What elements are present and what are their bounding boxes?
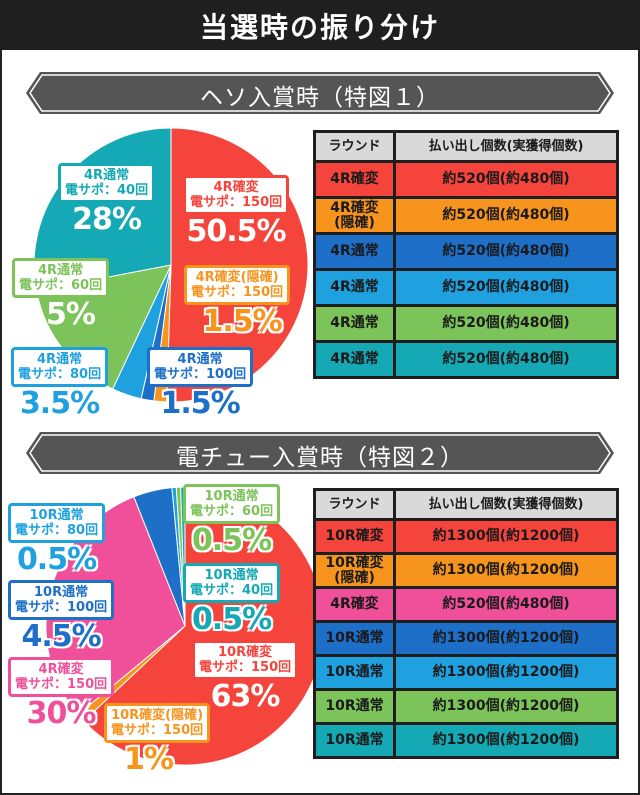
column-header-round: ラウンド bbox=[312, 488, 397, 521]
table-row: 4R確変 (隠確) 約520個(約480個) bbox=[312, 196, 619, 235]
payout-table-denchu: ラウンド 払い出し個数(実獲得個数) 10R確変 約1300個(約1200個) 10… bbox=[312, 488, 619, 759]
callout-percent: 1.5% bbox=[202, 304, 282, 339]
payout-cell: 約520個(約480個) bbox=[393, 304, 619, 343]
callout-label: 4R確変(隠確) 電サポ：150回 bbox=[184, 265, 291, 305]
table-row: 4R通常 約520個(約480個) bbox=[312, 232, 619, 271]
callout-10r-kakuhen: 10R確変 電サポ：150回 63% bbox=[192, 640, 299, 714]
callout-percent: 28% bbox=[72, 202, 142, 237]
round-cell: 4R通常 bbox=[312, 268, 397, 307]
section1-banner-text: ヘソ入賞時（特図１） bbox=[200, 85, 440, 111]
column-header-payout: 払い出し個数(実獲得個数) bbox=[393, 488, 619, 521]
table-row: 4R通常 約520個(約480個) bbox=[312, 268, 619, 307]
round-cell: 4R確変 (隠確) bbox=[312, 196, 397, 235]
payout-cell: 約1300個(約1200個) bbox=[393, 518, 619, 555]
banner-ribbon-shape bbox=[26, 72, 614, 114]
page-title: 当選時の振り分け bbox=[199, 11, 440, 44]
table-row: 10R通常 約1300個(約1200個) bbox=[312, 620, 619, 657]
callout-percent: 0.5% bbox=[191, 523, 272, 558]
column-header-round: ラウンド bbox=[312, 130, 397, 163]
round-cell: 4R確変 bbox=[312, 586, 397, 623]
callout-10r-tsujo-80: 10R通常 電サポ：80回 0.5% bbox=[8, 503, 106, 577]
callout-label: 4R確変 電サポ：150回 bbox=[8, 657, 115, 697]
payout-cell: 約520個(約480個) bbox=[393, 232, 619, 271]
callout-label: 10R通常 電サポ：40回 bbox=[183, 563, 281, 603]
column-header-payout: 払い出し個数(実獲得個数) bbox=[393, 130, 619, 163]
section2-banner-text: 電チュー入賞時（特図２） bbox=[176, 445, 464, 471]
callout-4r-kakuhen: 4R確変 電サポ：150回 50.5% bbox=[183, 175, 290, 249]
callout-label: 10R通常 電サポ：60回 bbox=[183, 484, 281, 524]
callout-label: 10R通常 電サポ：80回 bbox=[8, 503, 106, 543]
callout-percent: 63% bbox=[210, 679, 281, 714]
round-cell: 4R通常 bbox=[312, 304, 397, 343]
payout-cell: 約1300個(約1200個) bbox=[393, 552, 619, 589]
payout-cell: 約520個(約480個) bbox=[393, 340, 619, 379]
callout-percent: 4.5% bbox=[21, 619, 101, 654]
callout-percent: 3.5% bbox=[19, 386, 100, 421]
payout-cell: 約520個(約480個) bbox=[393, 160, 619, 199]
callout-label: 10R確変(隠確) 電サポ：150回 bbox=[104, 703, 211, 743]
round-cell: 10R通常 bbox=[312, 654, 397, 691]
callout-percent: 0.5% bbox=[191, 602, 272, 637]
table-row: 10R確変 約1300個(約1200個) bbox=[312, 518, 619, 555]
payout-cell: 約520個(約480個) bbox=[393, 268, 619, 307]
round-cell: 10R通常 bbox=[312, 688, 397, 725]
section2-banner: 電チュー入賞時（特図２） bbox=[26, 432, 614, 474]
callout-4r-tsujo-40: 4R通常 電サポ：40回 28% bbox=[58, 163, 156, 237]
round-cell: 10R確変 (隠確) bbox=[312, 552, 397, 589]
callout-label: 4R通常 電サポ：80回 bbox=[11, 347, 109, 387]
round-cell: 10R通常 bbox=[312, 722, 397, 759]
round-cell: 10R確変 bbox=[312, 518, 397, 555]
callout-4r-kakuhen-denchu: 4R確変 電サポ：150回 30% bbox=[8, 657, 115, 731]
callout-percent: 50.5% bbox=[186, 214, 287, 249]
callout-4r-tsujo-60: 4R通常 電サポ：60回 15% bbox=[12, 258, 110, 332]
callout-percent: 1.5% bbox=[160, 386, 240, 421]
callout-percent: 1% bbox=[124, 742, 174, 777]
callout-label: 4R通常 電サポ：40回 bbox=[58, 163, 156, 203]
callout-10r-tsujo-60: 10R通常 電サポ：60回 0.5% bbox=[183, 484, 281, 558]
callout-label: 10R通常 電サポ：100回 bbox=[8, 580, 115, 620]
round-cell: 4R通常 bbox=[312, 232, 397, 271]
table-row: 10R通常 約1300個(約1200個) bbox=[312, 688, 619, 725]
callout-label: 10R確変 電サポ：150回 bbox=[192, 640, 299, 680]
table-row: 10R通常 約1300個(約1200個) bbox=[312, 722, 619, 759]
callout-4r-tsujo-80: 4R通常 電サポ：80回 3.5% bbox=[11, 347, 109, 421]
table-header-row: ラウンド 払い出し個数(実獲得個数) bbox=[312, 130, 619, 163]
callout-10r-tsujo-100: 10R通常 電サポ：100回 4.5% bbox=[8, 580, 115, 654]
callout-10r-kakuhen-hidden: 10R確変(隠確) 電サポ：150回 1% bbox=[104, 703, 211, 777]
callout-label: 4R通常 電サポ：60回 bbox=[12, 258, 110, 298]
payout-cell: 約520個(約480個) bbox=[393, 586, 619, 623]
table-row: 4R確変 約520個(約480個) bbox=[312, 160, 619, 199]
payout-cell: 約520個(約480個) bbox=[393, 196, 619, 235]
table-row: 10R確変 (隠確) 約1300個(約1200個) bbox=[312, 552, 619, 589]
callout-label: 4R確変 電サポ：150回 bbox=[183, 175, 290, 215]
table-row: 4R通常 約520個(約480個) bbox=[312, 340, 619, 379]
payout-table-heso: ラウンド 払い出し個数(実獲得個数) 4R確変 約520個(約480個) 4R確変 … bbox=[312, 130, 619, 379]
payout-cell: 約1300個(約1200個) bbox=[393, 620, 619, 657]
callout-4r-tsujo-100: 4R通常 電サポ：100回 1.5% bbox=[147, 347, 254, 421]
banner-ribbon-shape bbox=[26, 432, 614, 474]
callout-percent: 15% bbox=[26, 297, 96, 332]
round-cell: 4R通常 bbox=[312, 340, 397, 379]
callout-percent: 0.5% bbox=[16, 542, 97, 577]
round-cell: 10R通常 bbox=[312, 620, 397, 657]
table-row: 4R確変 約520個(約480個) bbox=[312, 586, 619, 623]
callout-percent: 30% bbox=[26, 696, 97, 731]
table-row: 4R通常 約520個(約480個) bbox=[312, 304, 619, 343]
table-header-row: ラウンド 払い出し個数(実獲得個数) bbox=[312, 488, 619, 521]
title-bar: 当選時の振り分け bbox=[0, 0, 640, 50]
payout-cell: 約1300個(約1200個) bbox=[393, 654, 619, 691]
callout-10r-tsujo-40: 10R通常 電サポ：40回 0.5% bbox=[183, 563, 281, 637]
payout-cell: 約1300個(約1200個) bbox=[393, 688, 619, 725]
table-row: 10R通常 約1300個(約1200個) bbox=[312, 654, 619, 691]
section1-banner: ヘソ入賞時（特図１） bbox=[26, 72, 614, 114]
payout-cell: 約1300個(約1200個) bbox=[393, 722, 619, 759]
callout-4r-kakuhen-hidden: 4R確変(隠確) 電サポ：150回 1.5% bbox=[184, 265, 291, 339]
callout-label: 4R通常 電サポ：100回 bbox=[147, 347, 254, 387]
round-cell: 4R確変 bbox=[312, 160, 397, 199]
